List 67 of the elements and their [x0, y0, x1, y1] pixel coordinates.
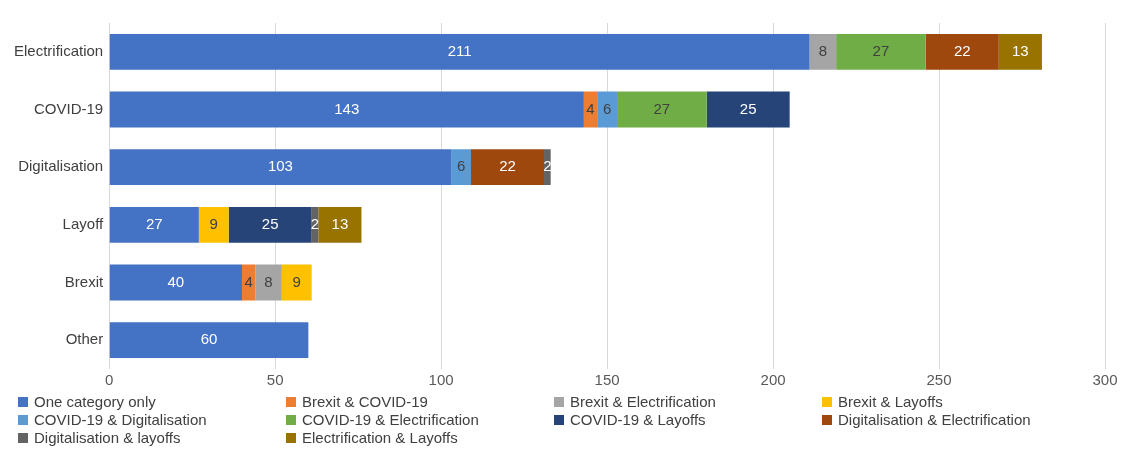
legend-label: Brexit & Layoffs — [838, 393, 943, 410]
bar — [281, 264, 312, 301]
legend-label: COVID-19 & Layoffs — [570, 411, 706, 428]
bar — [318, 206, 362, 243]
y-tick-label: Digitalisation — [18, 157, 104, 175]
legend-label: Electrification & Layoffs — [302, 429, 458, 446]
bar — [836, 33, 926, 70]
data-label: 13 — [331, 214, 349, 232]
bar — [109, 206, 199, 243]
bar — [198, 206, 229, 243]
x-tick-label: 0 — [105, 371, 114, 389]
data-label: 2 — [310, 214, 320, 232]
data-label: 6 — [602, 99, 612, 117]
data-label: 22 — [499, 157, 516, 175]
x-tick-label: 250 — [926, 371, 952, 389]
legend-label: COVID-19 & Electrification — [302, 411, 479, 428]
legend-label: Digitalisation & layoffs — [34, 429, 181, 446]
data-label: 40 — [167, 272, 185, 290]
data-label: 25 — [739, 99, 757, 117]
data-label: 103 — [267, 157, 293, 175]
bar — [109, 149, 452, 186]
legend-label: Brexit & COVID-19 — [302, 393, 428, 410]
bar — [706, 91, 790, 128]
y-tick-label: Electrification — [14, 41, 104, 59]
y-tick-label: Layoff — [62, 214, 105, 232]
legend-label: One category only — [34, 393, 156, 410]
data-label: 27 — [145, 214, 163, 232]
data-label: 4 — [244, 272, 253, 290]
data-label: 8 — [264, 272, 273, 290]
data-label: 13 — [1012, 41, 1029, 59]
data-label: 4 — [586, 99, 595, 117]
bar — [617, 91, 707, 128]
data-label: 60 — [200, 330, 218, 348]
x-tick-label: 50 — [266, 371, 284, 389]
y-tick-label: Other — [65, 330, 104, 348]
legend-label: Digitalisation & Electrification — [838, 411, 1031, 428]
data-label: 9 — [292, 272, 301, 290]
data-label: 143 — [334, 99, 360, 117]
bar — [925, 33, 999, 70]
data-label: 27 — [872, 41, 890, 59]
bar — [109, 33, 810, 70]
bar — [109, 322, 309, 359]
data-label: 8 — [818, 41, 828, 59]
x-tick-label: 200 — [760, 371, 786, 389]
y-tick-label: Brexit — [64, 272, 105, 290]
x-tick-label: 100 — [428, 371, 454, 389]
data-label: 211 — [447, 41, 472, 59]
legend-label: COVID-19 & Digitalisation — [34, 411, 207, 428]
bar — [228, 206, 312, 243]
data-label: 9 — [209, 214, 218, 232]
bar — [471, 149, 545, 186]
x-tick-label: 300 — [1092, 371, 1118, 389]
bar — [597, 91, 618, 128]
bar — [109, 264, 242, 301]
bar — [109, 91, 584, 128]
data-label: 27 — [653, 99, 671, 117]
x-tick-label: 150 — [594, 371, 620, 389]
bar — [451, 149, 472, 186]
bar — [809, 33, 837, 70]
data-label: 2 — [543, 157, 552, 175]
data-label: 25 — [261, 214, 279, 232]
bar — [998, 33, 1042, 70]
legend-label: Brexit & Electrification — [570, 393, 716, 410]
bar — [255, 264, 282, 301]
data-label: 22 — [953, 41, 971, 59]
y-tick-label: COVID-19 — [34, 99, 104, 117]
data-label: 6 — [456, 157, 466, 175]
